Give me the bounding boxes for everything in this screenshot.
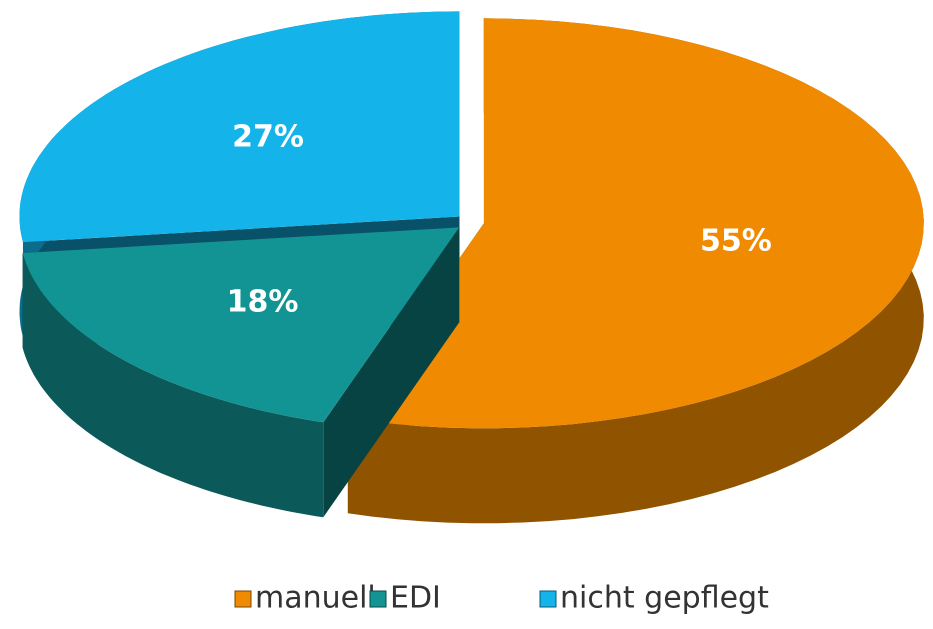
value-label: 27% [232, 119, 304, 154]
value-label: 55% [700, 223, 772, 258]
slice [19, 11, 460, 243]
slice-side [22, 253, 324, 518]
legend-swatch [539, 590, 557, 608]
legend-label: EDI [390, 581, 441, 616]
legend-swatch [234, 590, 252, 608]
legend-swatch [369, 590, 387, 608]
slice [22, 227, 460, 423]
slice [347, 18, 924, 429]
value-label: 18% [227, 285, 299, 320]
legend-label: nicht gepflegt [560, 581, 769, 616]
legend-label: manuell [255, 581, 376, 616]
